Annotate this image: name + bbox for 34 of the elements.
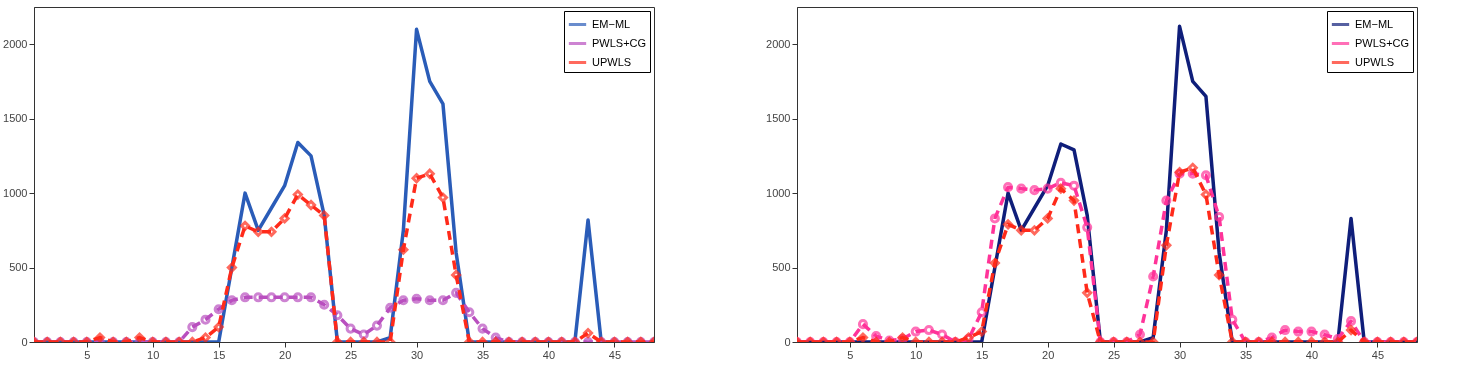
x-tick-label: 5 (847, 348, 854, 361)
x-tick-label: 25 (344, 348, 358, 361)
y-tick-label: 500 (9, 261, 28, 274)
legend-label: EM−ML (1355, 17, 1394, 30)
x-tick-label: 45 (608, 348, 622, 361)
y-tick-label: 1000 (3, 186, 28, 199)
y-tick-label: 1500 (766, 112, 791, 125)
x-tick-label: 10 (147, 348, 160, 361)
legend-label: UPWLS (592, 55, 632, 68)
y-tick-label: 1000 (766, 186, 791, 199)
x-tick-label: 10 (910, 348, 923, 361)
x-tick-label: 35 (1239, 348, 1253, 361)
y-tick-label: 2000 (766, 37, 791, 50)
x-tick-label: 20 (1042, 348, 1055, 361)
y-tick-label: 1500 (3, 112, 28, 125)
legend-label: EM−ML (592, 17, 631, 30)
x-tick-label: 45 (1371, 348, 1385, 361)
legend-label: UPWLS (1355, 55, 1395, 68)
x-tick-label: 20 (279, 348, 292, 361)
x-tick-label: 40 (542, 348, 556, 361)
x-tick-label: 15 (976, 348, 989, 361)
x-tick-label: 25 (1107, 348, 1121, 361)
x-tick-label: 30 (1173, 348, 1187, 361)
x-tick-label: 35 (476, 348, 490, 361)
y-tick-label: 500 (772, 261, 791, 274)
y-tick-label: 2000 (3, 37, 28, 50)
y-tick-label: 0 (784, 335, 791, 348)
legend-label: PWLS+CG (1355, 36, 1410, 49)
legend-label: PWLS+CG (592, 36, 647, 49)
x-tick-label: 15 (213, 348, 226, 361)
x-tick-label: 5 (84, 348, 91, 361)
x-tick-label: 40 (1305, 348, 1319, 361)
y-tick-label: 0 (21, 335, 28, 348)
x-tick-label: 30 (410, 348, 424, 361)
